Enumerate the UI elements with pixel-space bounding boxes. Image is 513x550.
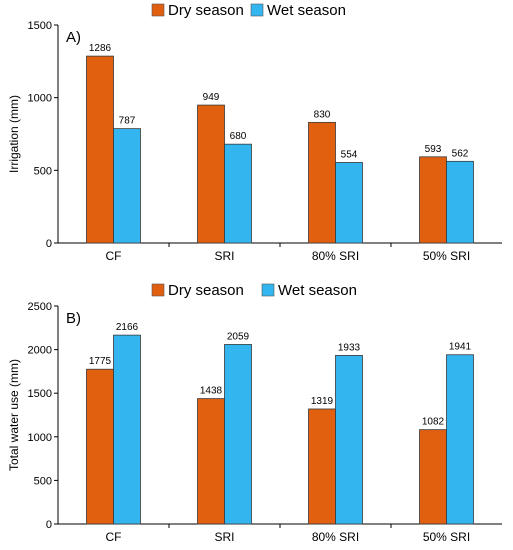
y-tick-label: 0 [46, 519, 52, 531]
data-label: 2059 [227, 331, 250, 342]
chart-panel-b: Dry season Wet season Total water use (mm)… [7, 282, 502, 544]
x-tick-label-50-sri: 50% SRI [423, 530, 470, 544]
x-tick-label-cf: CF [106, 530, 122, 544]
x-tick-label-50-sri: 50% SRI [423, 249, 470, 263]
bar-wet-season-50-sri [446, 160, 474, 244]
data-label: 1941 [449, 342, 472, 353]
data-label: 554 [341, 149, 358, 160]
data-label: 1082 [422, 417, 445, 428]
y-tick-label: 1000 [28, 432, 52, 444]
x-tick-label-80-sri: 80% SRI [312, 530, 359, 544]
legend-swatch-dry-season [151, 283, 165, 297]
data-label: 1438 [200, 386, 223, 397]
bar-dry-season-80-sri [308, 408, 336, 525]
y-tick-label: 500 [34, 475, 52, 487]
bar-dry-season-50-sri [419, 429, 447, 525]
bar-dry-season-cf [86, 55, 114, 244]
y-tick-label: 0 [46, 238, 52, 250]
legend-swatch-wet-season [250, 3, 264, 17]
y-tick-label: 2000 [28, 345, 52, 357]
data-label: 680 [230, 131, 247, 142]
data-label: 787 [119, 116, 136, 127]
y-tick-label: 1500 [28, 20, 52, 32]
y-axis-label: Total water use (mm) [7, 359, 21, 471]
data-label: 1286 [89, 43, 112, 54]
bar-wet-season-80-sri [335, 162, 363, 244]
bar-wet-season-cf [113, 128, 141, 244]
x-tick-label-sri: SRI [214, 530, 234, 544]
legend-label-wet-season: Wet season [278, 282, 357, 299]
x-tick-label-80-sri: 80% SRI [312, 249, 359, 263]
x-tick-label-cf: CF [106, 249, 122, 263]
bar-wet-season-50-sri [446, 354, 474, 525]
data-label: 1319 [311, 396, 334, 407]
bar-dry-season-50-sri [419, 156, 447, 244]
bar-dry-season-sri [197, 398, 225, 525]
bar-wet-season-sri [224, 344, 252, 525]
data-label: 593 [425, 144, 442, 155]
data-label: 2166 [116, 322, 139, 333]
data-label: 949 [203, 92, 220, 103]
bar-wet-season-sri [224, 143, 252, 244]
legend-label-wet-season: Wet season [267, 2, 346, 19]
legend-label-dry-season: Dry season [168, 282, 244, 299]
data-label: 1775 [89, 356, 112, 367]
y-tick-label: 500 [34, 165, 52, 177]
legend-swatch-dry-season [151, 3, 165, 17]
legend-label-dry-season: Dry season [168, 2, 244, 19]
panel-label: A) [66, 29, 81, 46]
data-label: 830 [314, 109, 331, 120]
y-axis-label: Irrigation (mm) [7, 95, 21, 173]
y-tick-label: 1500 [28, 388, 52, 400]
chart-panel-a: Dry season Wet season Irrigation (mm) 0 500 1… [7, 2, 502, 263]
data-label: 1933 [338, 342, 361, 353]
legend-swatch-wet-season [261, 283, 275, 297]
bar-dry-season-cf [86, 368, 114, 525]
bar-wet-season-cf [113, 334, 141, 525]
panel-label: B) [66, 310, 81, 327]
bar-wet-season-80-sri [335, 355, 363, 525]
bar-dry-season-sri [197, 104, 225, 244]
data-label: 562 [452, 148, 469, 159]
y-tick-label: 1000 [28, 93, 52, 105]
x-tick-label-sri: SRI [214, 249, 234, 263]
bar-dry-season-80-sri [308, 121, 336, 244]
y-tick-label: 2500 [28, 301, 52, 313]
